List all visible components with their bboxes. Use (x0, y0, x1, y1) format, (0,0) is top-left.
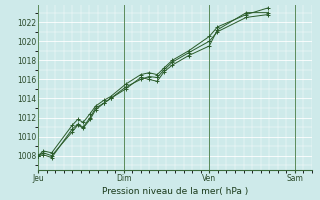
X-axis label: Pression niveau de la mer( hPa ): Pression niveau de la mer( hPa ) (102, 187, 248, 196)
